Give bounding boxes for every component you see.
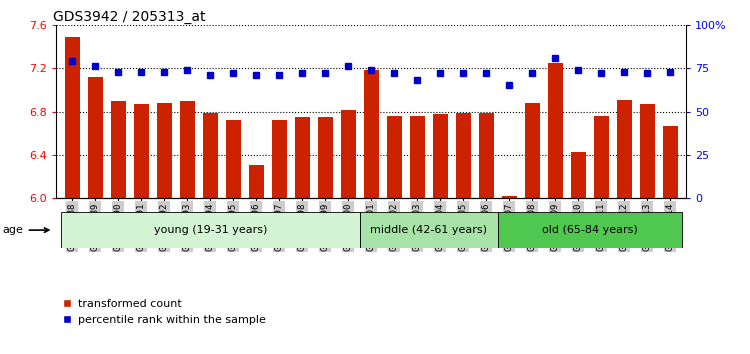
FancyBboxPatch shape <box>360 212 498 248</box>
Bar <box>525 103 540 198</box>
Bar <box>616 99 632 198</box>
Bar <box>548 63 562 198</box>
Bar <box>594 116 609 198</box>
Text: old (65-84 years): old (65-84 years) <box>542 225 638 235</box>
Bar <box>64 37 80 198</box>
Bar <box>202 113 217 198</box>
Text: middle (42-61 years): middle (42-61 years) <box>370 225 488 235</box>
Legend: transformed count, percentile rank within the sample: transformed count, percentile rank withi… <box>62 299 266 325</box>
Bar <box>157 103 172 198</box>
Bar <box>318 117 333 198</box>
Bar <box>111 101 126 198</box>
Bar <box>272 120 286 198</box>
Bar <box>364 70 379 198</box>
Bar <box>295 117 310 198</box>
Bar <box>180 101 195 198</box>
Bar <box>410 116 424 198</box>
Bar <box>433 114 448 198</box>
Bar <box>88 77 103 198</box>
Bar <box>456 113 471 198</box>
Bar <box>663 126 678 198</box>
Bar <box>134 104 148 198</box>
Bar <box>640 104 655 198</box>
Bar <box>502 196 517 198</box>
FancyBboxPatch shape <box>61 212 360 248</box>
FancyBboxPatch shape <box>498 212 682 248</box>
Text: age: age <box>3 225 49 235</box>
Bar <box>226 120 241 198</box>
Bar <box>478 113 494 198</box>
Text: GDS3942 / 205313_at: GDS3942 / 205313_at <box>53 10 206 24</box>
Bar <box>340 110 356 198</box>
Bar <box>249 165 264 198</box>
Bar <box>571 152 586 198</box>
Text: young (19-31 years): young (19-31 years) <box>154 225 267 235</box>
Bar <box>387 116 402 198</box>
